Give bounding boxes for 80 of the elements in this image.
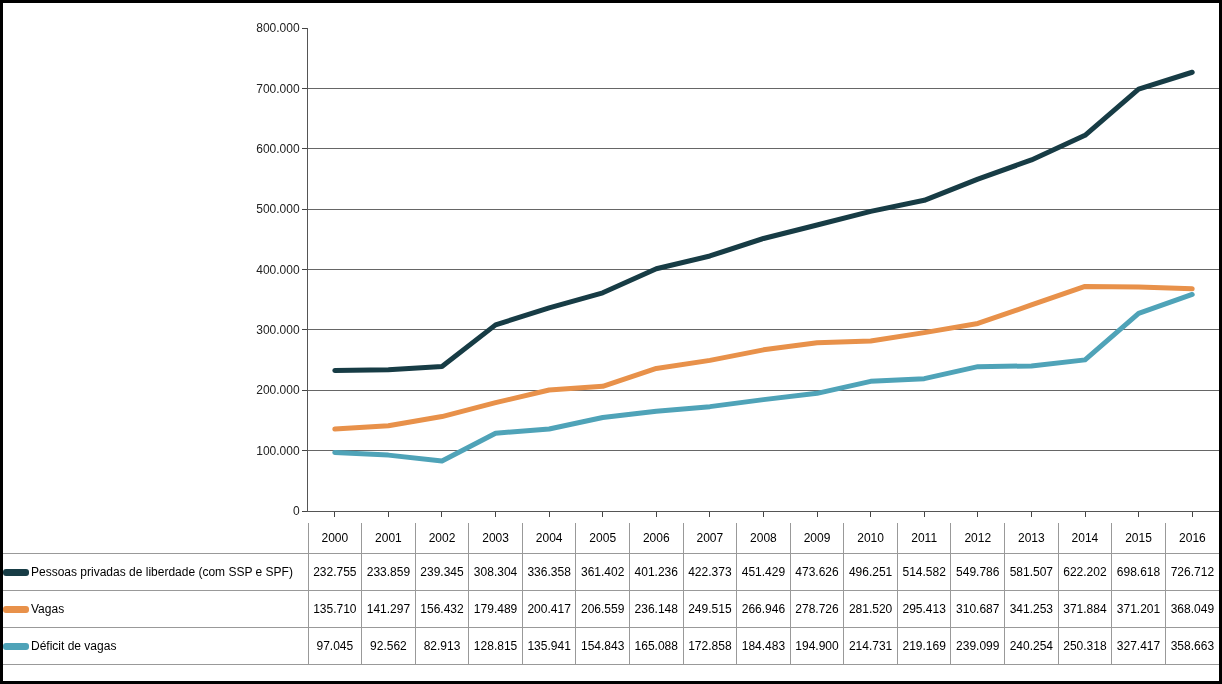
data-label: 249.515 — [683, 590, 737, 627]
y-tick-label: 200.000 — [256, 383, 300, 398]
data-label: 549.786 — [950, 553, 1005, 590]
x-tick-label: 2015 — [1111, 523, 1166, 553]
x-tick-label: 2012 — [950, 523, 1005, 553]
data-label: 295.413 — [897, 590, 951, 627]
data-label: 172.858 — [683, 627, 737, 664]
y-tick-label: 500.000 — [256, 202, 300, 217]
data-label: 371.201 — [1111, 590, 1166, 627]
data-label: 206.559 — [575, 590, 630, 627]
data-label: 165.088 — [629, 627, 684, 664]
data-label: 82.913 — [415, 627, 469, 664]
data-label: 622.202 — [1058, 553, 1112, 590]
x-tick-label: 2001 — [361, 523, 416, 553]
y-tick-label: 400.000 — [256, 262, 300, 277]
data-label: 281.520 — [843, 590, 898, 627]
data-label: 496.251 — [843, 553, 898, 590]
data-label: 232.755 — [308, 553, 362, 590]
data-label: 156.432 — [415, 590, 469, 627]
data-label: 184.483 — [736, 627, 791, 664]
x-tick-label: 2008 — [736, 523, 791, 553]
x-tick-label: 2003 — [468, 523, 523, 553]
data-label: 239.099 — [950, 627, 1005, 664]
y-tick-label: 800.000 — [256, 21, 300, 36]
data-label: 336.358 — [522, 553, 576, 590]
y-tick-label: 600.000 — [256, 141, 300, 156]
data-label: 368.049 — [1165, 590, 1219, 627]
data-label: 97.045 — [308, 627, 362, 664]
data-label: 371.884 — [1058, 590, 1112, 627]
data-label: 401.236 — [629, 553, 684, 590]
x-tick-label: 2006 — [629, 523, 684, 553]
data-label: 581.507 — [1004, 553, 1059, 590]
data-label: 236.148 — [629, 590, 684, 627]
data-label: 310.687 — [950, 590, 1005, 627]
data-label: 239.345 — [415, 553, 469, 590]
data-label: 135.710 — [308, 590, 362, 627]
data-label: 200.417 — [522, 590, 576, 627]
data-label: 179.489 — [468, 590, 523, 627]
data-label: 726.712 — [1165, 553, 1219, 590]
data-label: 341.253 — [1004, 590, 1059, 627]
data-label: 135.941 — [522, 627, 576, 664]
data-label: 92.562 — [361, 627, 416, 664]
y-tick-label: 100.000 — [256, 443, 300, 458]
data-label: 278.726 — [790, 590, 844, 627]
data-label: 422.373 — [683, 553, 737, 590]
x-tick-label: 2009 — [790, 523, 844, 553]
y-tick-label: 700.000 — [256, 81, 300, 96]
data-label: 514.582 — [897, 553, 951, 590]
data-label: 219.169 — [897, 627, 951, 664]
x-tick-label: 2011 — [897, 523, 951, 553]
x-tick-label: 2013 — [1004, 523, 1059, 553]
data-label: 698.618 — [1111, 553, 1166, 590]
y-tick-label: 0 — [292, 504, 300, 519]
x-tick-label: 2002 — [415, 523, 469, 553]
data-label: 473.626 — [790, 553, 844, 590]
data-label: 327.417 — [1111, 627, 1166, 664]
data-label: 214.731 — [843, 627, 898, 664]
data-label: 194.900 — [790, 627, 844, 664]
data-label: 128.815 — [468, 627, 523, 664]
data-label: 451.429 — [736, 553, 791, 590]
data-label: 361.402 — [575, 553, 630, 590]
x-tick-label: 2010 — [843, 523, 898, 553]
x-tick-label: 2004 — [522, 523, 576, 553]
x-tick-label: 2007 — [683, 523, 737, 553]
x-tick-label: 2014 — [1058, 523, 1112, 553]
x-tick-label: 2005 — [575, 523, 630, 553]
data-label: 154.843 — [575, 627, 630, 664]
data-label: 233.859 — [361, 553, 416, 590]
data-label: 141.297 — [361, 590, 416, 627]
legend-label: Vagas — [3, 590, 309, 627]
data-label: 240.254 — [1004, 627, 1059, 664]
data-label: 266.946 — [736, 590, 791, 627]
data-label: 358.663 — [1165, 627, 1219, 664]
x-tick-label: 2000 — [308, 523, 362, 553]
x-tick-label: 2016 — [1165, 523, 1219, 553]
legend-label: Déficit de vagas — [3, 627, 309, 664]
legend-label: Pessoas privadas de liberdade (com SSP e SPF) — [3, 553, 309, 590]
data-label: 308.304 — [468, 553, 523, 590]
y-tick-label: 300.000 — [256, 323, 300, 338]
data-label: 250.318 — [1058, 627, 1112, 664]
